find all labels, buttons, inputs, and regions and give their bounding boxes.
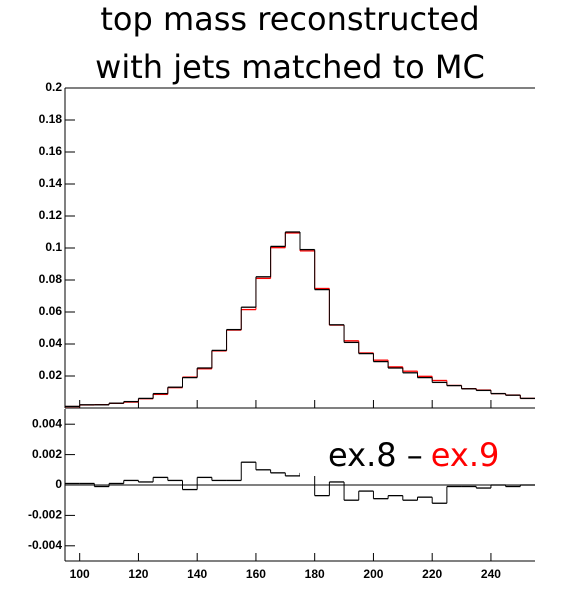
y-tick-label: 0.002 bbox=[32, 447, 62, 461]
annotation-part: ex.8 – bbox=[328, 436, 423, 474]
y-tick-label: 0.04 bbox=[39, 336, 63, 350]
y-tick-label: 0.02 bbox=[39, 368, 63, 382]
y-tick-label: 0.12 bbox=[39, 208, 63, 222]
y-tick-label: 0 bbox=[55, 477, 62, 491]
y-tick-label: 0.14 bbox=[39, 176, 63, 190]
x-tick-label: 180 bbox=[305, 567, 325, 581]
annotation-part: ex.9 bbox=[431, 436, 500, 474]
x-tick-label: 140 bbox=[187, 567, 207, 581]
chart-subtitle: with jets matched to MC bbox=[95, 48, 485, 86]
y-tick-label: 0.2 bbox=[45, 80, 62, 94]
annotation-box bbox=[300, 430, 535, 476]
x-tick-label: 220 bbox=[422, 567, 442, 581]
y-tick-label: 0.004 bbox=[32, 416, 62, 430]
y-tick-label: 0.16 bbox=[39, 144, 63, 158]
x-tick-label: 240 bbox=[481, 567, 501, 581]
y-tick-label: 0.06 bbox=[39, 304, 63, 318]
y-tick-label: 0.1 bbox=[45, 240, 62, 254]
x-tick-label: 120 bbox=[128, 567, 148, 581]
y-tick-label: -0.004 bbox=[28, 538, 62, 552]
y-tick-label: 0.18 bbox=[39, 112, 63, 126]
y-tick-label: -0.002 bbox=[28, 508, 62, 522]
x-tick-label: 200 bbox=[363, 567, 383, 581]
y-tick-label: 0.08 bbox=[39, 272, 63, 286]
chart-title: top mass reconstructed bbox=[100, 0, 479, 38]
annotation: ex.8 – ex.9 bbox=[328, 436, 499, 474]
x-tick-label: 100 bbox=[70, 567, 90, 581]
x-tick-label: 160 bbox=[246, 567, 266, 581]
